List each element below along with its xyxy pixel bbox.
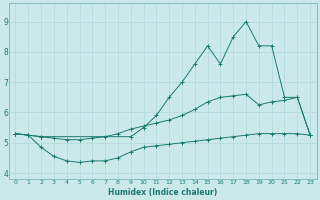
X-axis label: Humidex (Indice chaleur): Humidex (Indice chaleur) <box>108 188 217 197</box>
